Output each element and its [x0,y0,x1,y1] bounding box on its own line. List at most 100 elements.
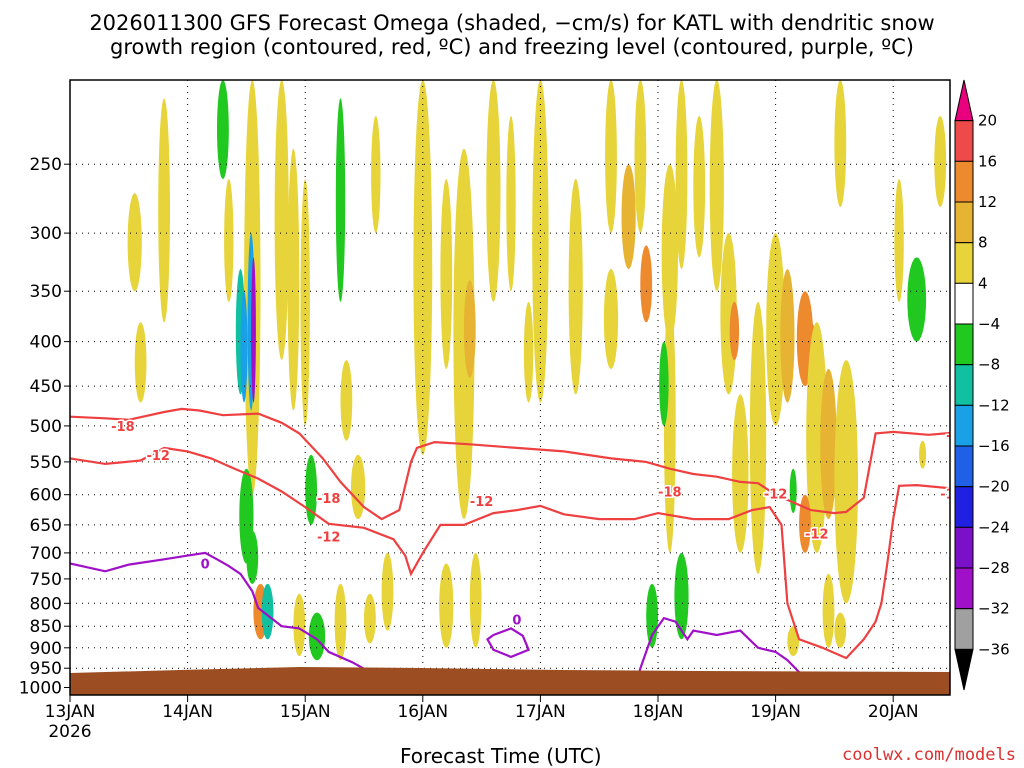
omega-blob [413,80,433,455]
colorbar-segment [954,526,974,569]
omega-blob [364,593,376,644]
omega-blob [894,179,904,302]
colorbar: 20 16 12 8 4 −4 −8 −12 −16 −20 −24 −28 −32 −36 [954,79,1010,691]
x-tick-label: 17JAN [515,702,566,722]
contour-label: 0 [201,558,210,573]
omega-blob [834,360,858,604]
colorbar-label: 4 [978,274,988,292]
omega-blob [308,612,326,661]
omega-blob [709,80,724,292]
omega-blob [674,552,689,640]
colorbar-label: −32 [978,600,1010,618]
omega-blob [506,116,516,292]
omega-blob [134,322,147,403]
x-tick-label: 16JAN [397,702,448,722]
omega-blob [523,301,534,403]
colorbar-segment [954,567,974,610]
omega-blob [463,280,476,378]
omega-blob [240,291,248,403]
omega-blob [934,116,947,207]
x-tick-label: 15JAN [280,702,331,722]
omega-blob [659,341,669,426]
colorbar-segment [954,160,974,203]
omega-blob [822,573,835,648]
omega-blob [381,552,394,631]
colorbar-label: −4 [978,315,1000,333]
omega-blob [729,301,740,361]
colorbar-label: 16 [978,152,997,170]
colorbar-segment [954,608,974,650]
omega-blob [621,164,636,269]
y-tick-label: 1000 [19,679,62,699]
grid-lines [70,80,950,695]
omega-shading [127,80,1024,661]
y-tick-label: 950 [30,659,62,679]
contour-zero-loop [486,627,531,659]
omega-blob [1017,233,1024,378]
colorbar-label: 8 [978,234,988,252]
omega-blob [371,116,381,233]
colorbar-segment [954,242,974,284]
omega-blob [439,563,454,648]
colorbar-segment [954,120,974,162]
y-tick-label: 350 [30,282,62,302]
omega-blob [605,80,617,233]
omega-blob [274,80,289,360]
omega-blob [158,98,171,323]
colorbar-label: −24 [978,518,1010,536]
omega-blob [261,583,274,640]
omega-blob [486,80,501,302]
omega-blob [789,468,797,514]
colorbar-label: −20 [978,478,1010,496]
omega-blob [440,179,453,369]
omega-blob [675,80,688,269]
colorbar-label: −12 [978,396,1010,414]
omega-blob [799,494,811,553]
omega-blob [217,80,229,179]
contour-zero-east [633,616,824,692]
colorbar-label: −16 [978,437,1010,455]
contour-zero-west [70,551,389,685]
contour-label: -18 [946,429,970,444]
colorbar-segment [954,445,974,488]
colorbar-label: −28 [978,559,1010,577]
colorbar-segment [954,364,974,406]
omega-blob [661,164,678,342]
contour-label: -12 [805,528,829,543]
omega-blob [532,80,549,403]
omega-blob [335,98,346,302]
chart-title-line-2: growth region (contoured, red, ºC) and f… [110,35,914,59]
colorbar-segment [954,323,974,366]
colorbar-segment [954,486,974,528]
x-tick-label: 20JAN [868,702,919,722]
omega-blob [305,454,317,525]
omega-blob [919,440,927,469]
y-tick-label: 400 [30,333,62,353]
colorbar-label: 12 [978,193,997,211]
plot-frame [69,79,951,696]
y-axis: 2503003504004505005506006507007508008509… [19,155,70,699]
x-tick-label: 19JAN [750,702,801,722]
x-tick-label: 18JAN [633,702,684,722]
colorbar-label: 20 [978,112,997,130]
y-tick-label: 650 [30,516,62,536]
contour-label: 0 [512,614,521,629]
y-tick-label: 700 [30,544,62,564]
omega-blob [603,269,619,369]
contour-label: -12 [764,487,788,502]
omega-blob [351,454,366,520]
y-tick-label: 900 [30,639,62,659]
omega-blob [693,116,706,258]
colorbar-label: −36 [978,640,1010,658]
x-tick-sublabel: 2026 [48,722,91,742]
y-tick-label: 450 [30,377,62,397]
y-tick-label: 250 [30,155,62,175]
y-tick-label: 300 [30,224,62,244]
ground-terrain [70,667,950,695]
contour-label: -18 [317,492,341,507]
omega-blob [749,301,767,574]
omega-blob [806,322,828,553]
omega-blob [568,179,583,395]
omega-blob [907,257,927,342]
